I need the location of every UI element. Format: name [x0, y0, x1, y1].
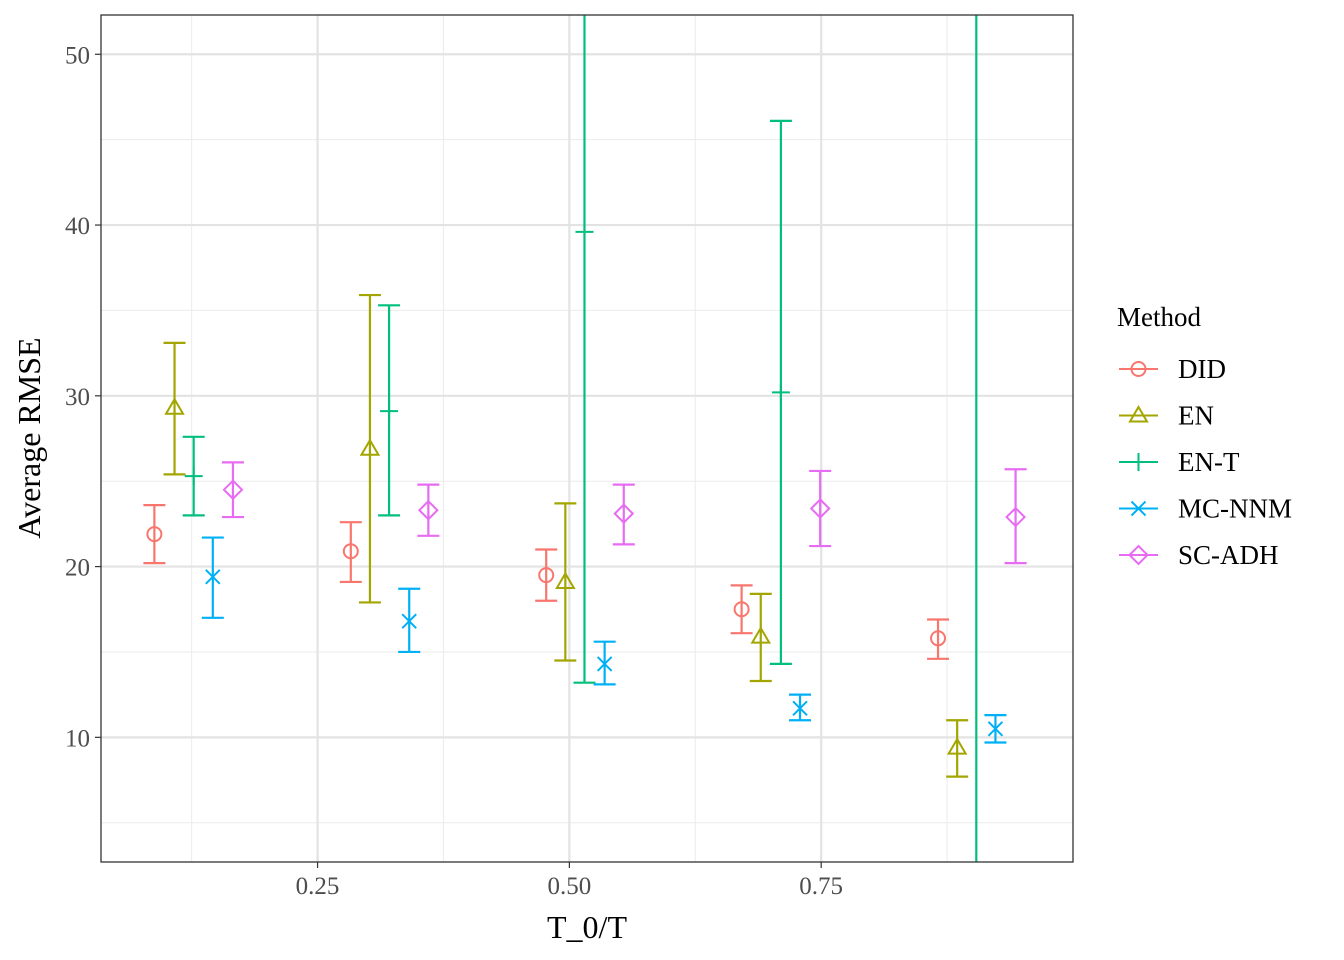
y-axis-title: Average RMSE: [11, 337, 47, 538]
en-point: [946, 737, 968, 755]
en-point: [750, 626, 771, 644]
mc-nnm-point: [401, 613, 417, 629]
legend-item-sc-adh: SC-ADH: [1119, 540, 1279, 570]
x-tick-label: 0.50: [547, 873, 591, 900]
legend-item-en-t: EN-T: [1119, 447, 1240, 477]
series-mc-nnm: [201, 536, 1007, 744]
legend-key-triangle: [1128, 405, 1149, 423]
did-point: [146, 526, 163, 543]
y-tick-label: 30: [65, 384, 90, 411]
y-axis: 10 20 30 40 50: [65, 42, 101, 752]
legend-key-diamond: [1128, 544, 1149, 566]
x-tick-label: 0.25: [296, 873, 340, 900]
grid-minor: [101, 15, 1073, 862]
sc-adh-point: [1005, 506, 1027, 528]
en-t-point: [184, 467, 203, 486]
legend-item-did: DID: [1119, 354, 1226, 384]
y-tick-label: 20: [65, 555, 90, 582]
legend: Method DID EN EN-T MC-NNM SC-ADH: [1117, 302, 1292, 570]
y-tick-label: 40: [65, 213, 90, 240]
en-point: [164, 397, 185, 415]
legend-label: SC-ADH: [1178, 540, 1279, 570]
mc-nnm-point: [987, 721, 1004, 737]
did-point: [930, 630, 947, 647]
y-tick-label: 10: [65, 725, 90, 752]
en-point: [359, 438, 381, 456]
legend-label: MC-NNM: [1178, 494, 1292, 524]
did-point: [538, 567, 555, 584]
legend-item-mc-nnm: MC-NNM: [1119, 494, 1292, 524]
sc-adh-point: [613, 503, 635, 525]
sc-adh-point: [222, 479, 244, 501]
legend-item-en: EN: [1119, 401, 1214, 431]
series-did: [143, 503, 950, 660]
en-point: [555, 571, 576, 589]
en-t-point: [771, 383, 790, 402]
legend-key-cross: [1130, 500, 1147, 517]
sc-adh-point: [417, 499, 439, 521]
series-sc-adh: [221, 461, 1027, 565]
legend-key-plus: [1129, 453, 1148, 471]
did-point: [342, 543, 359, 560]
grid-major: [101, 15, 1073, 862]
sc-adh-point: [809, 498, 831, 519]
legend-label: EN: [1178, 401, 1214, 431]
x-axis-title: T_0/T: [547, 909, 627, 945]
mc-nnm-point: [205, 569, 221, 585]
legend-label: EN-T: [1178, 447, 1240, 477]
mc-nnm-point: [596, 656, 613, 672]
series-en-t: [182, 15, 978, 862]
plot-marks: [143, 15, 1027, 862]
did-point: [733, 601, 750, 618]
series-en: [163, 293, 969, 778]
legend-key-circle: [1130, 361, 1147, 377]
x-axis: 0.25 0.50 0.75: [296, 862, 843, 900]
en-t-point: [575, 222, 594, 241]
en-t-point: [380, 402, 399, 421]
legend-label: DID: [1178, 354, 1226, 384]
y-tick-label: 50: [65, 42, 90, 69]
plot-panel-border: [100, 14, 1074, 863]
legend-title: Method: [1117, 302, 1201, 332]
x-tick-label: 0.75: [799, 873, 843, 900]
mc-nnm-point: [792, 700, 808, 717]
